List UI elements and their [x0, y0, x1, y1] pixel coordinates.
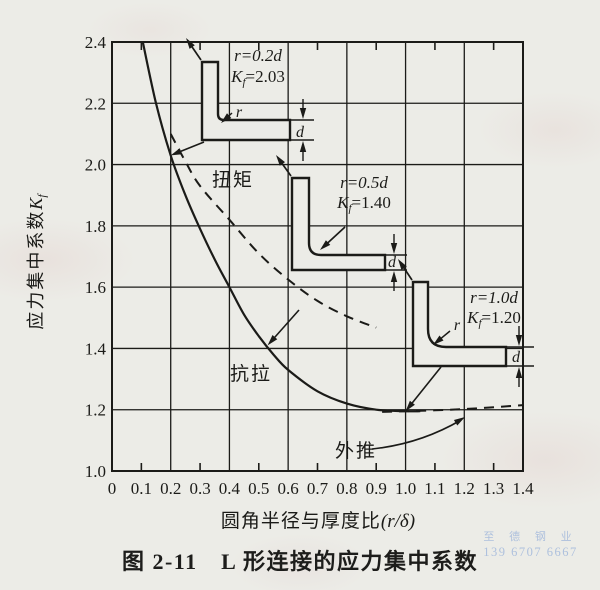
fillet-radius-label: r [236, 104, 243, 121]
arrowhead [299, 108, 307, 119]
extrapolation-leader [371, 417, 465, 450]
arrowhead [170, 148, 183, 156]
thickness-label: d [388, 254, 397, 271]
kf-value-label: Kf=1.40 [336, 193, 391, 215]
curve-extrapolation: 外推 [335, 404, 524, 462]
arrowhead [405, 400, 415, 412]
arrowhead [267, 335, 278, 346]
curve-torque: 扭矩 [169, 133, 377, 329]
x-tick-label: 1.0 [395, 479, 416, 498]
x-axis-title: 圆角半径与厚度比(r/δ) [221, 510, 415, 532]
r-value-label: r=0.2d [234, 46, 282, 65]
r-value-label: r=1.0d [470, 288, 518, 307]
arrowhead [433, 335, 444, 345]
x-tick-label: 0.4 [219, 479, 241, 498]
arrowhead [515, 367, 523, 378]
l-bracket-1: rd [186, 38, 314, 161]
arrowhead [398, 259, 407, 270]
arrowhead [390, 271, 398, 282]
x-axis-tick-labels: 0 0.1 0.2 0.3 0.4 0.5 0.6 0.7 0.8 0.9 1.0 1.1 1.2 1.3… [108, 479, 534, 498]
fillet-radius-label: r [454, 317, 461, 334]
arrowhead [299, 141, 307, 152]
y-tick-label: 1.6 [85, 278, 106, 297]
arrowhead [221, 113, 232, 123]
x-tick-label: 0.9 [366, 479, 387, 498]
kf-value-label: Kf=1.20 [466, 308, 521, 330]
x-tick-label: 0.5 [248, 479, 269, 498]
x-tick-label: 0.2 [160, 479, 181, 498]
y-tick-label: 1.8 [85, 217, 106, 236]
thickness-label: d [512, 349, 521, 366]
l-bracket-3: rd [398, 259, 534, 387]
l-bracket-outline [290, 176, 387, 272]
x-tick-label: 1.2 [454, 479, 475, 498]
x-tick-label: 1.1 [424, 479, 445, 498]
curve-label-extrapolation: 外推 [335, 440, 377, 462]
annotation-1: r=0.2d Kf=2.03 [170, 46, 285, 156]
x-tick-label: 0.3 [189, 479, 210, 498]
y-tick-label: 2.0 [85, 156, 106, 175]
arrowhead [453, 417, 465, 426]
y-axis-tick-labels: 1.0 1.2 1.4 1.6 1.8 2.0 2.2 2.4 [85, 33, 107, 481]
arrowhead [390, 243, 398, 254]
arrowhead [276, 155, 285, 166]
x-tick-label: 0.7 [307, 479, 329, 498]
x-tick-label: 1.4 [512, 479, 534, 498]
arrowhead [320, 240, 331, 250]
arrowhead [186, 38, 195, 49]
curve-path-torque [169, 133, 377, 329]
kf-value-label: Kf=2.03 [230, 67, 285, 89]
arrowhead [515, 335, 523, 346]
y-tick-label: 1.0 [85, 462, 106, 481]
curve-label-tension: 抗拉 [230, 363, 272, 385]
curve-path-tension [141, 41, 421, 413]
curve-label-torque: 扭矩 [212, 169, 254, 191]
thickness-label: d [296, 124, 305, 141]
grid [112, 42, 523, 471]
l-bracket-outline [411, 280, 508, 368]
l-bracket-2: d [276, 155, 407, 291]
stress-concentration-chart: 抗拉扭矩外推rdr=0.2dKf=2.03dr=0.5dKf=1.40rdr=1… [26, 33, 534, 532]
y-axis-title: 应力集中系数Kf [26, 193, 49, 330]
curve-path-extrapolation [382, 404, 524, 413]
watermark-company: 至 德 钢 业 [483, 531, 578, 543]
x-tick-label: 1.3 [483, 479, 504, 498]
plot-border [111, 41, 524, 472]
r-value-label: r=0.5d [340, 173, 388, 192]
curve-tension: 抗拉 [141, 41, 421, 413]
y-tick-label: 1.4 [85, 339, 107, 358]
x-tick-label: 0 [108, 479, 117, 498]
watermark-phone: 139 6707 6667 [483, 544, 578, 559]
watermark: 至 德 钢 业 139 6707 6667 [468, 531, 593, 560]
y-tick-label: 1.2 [85, 401, 106, 420]
x-tick-label: 0.1 [131, 479, 152, 498]
y-tick-label: 2.4 [85, 33, 107, 52]
x-tick-label: 0.6 [278, 479, 299, 498]
minor-ticks [140, 42, 495, 471]
x-tick-label: 0.8 [336, 479, 357, 498]
y-tick-label: 2.2 [85, 94, 106, 113]
figure-caption: 图 2-11 L 形连接的应力集中系数 [121, 549, 479, 574]
